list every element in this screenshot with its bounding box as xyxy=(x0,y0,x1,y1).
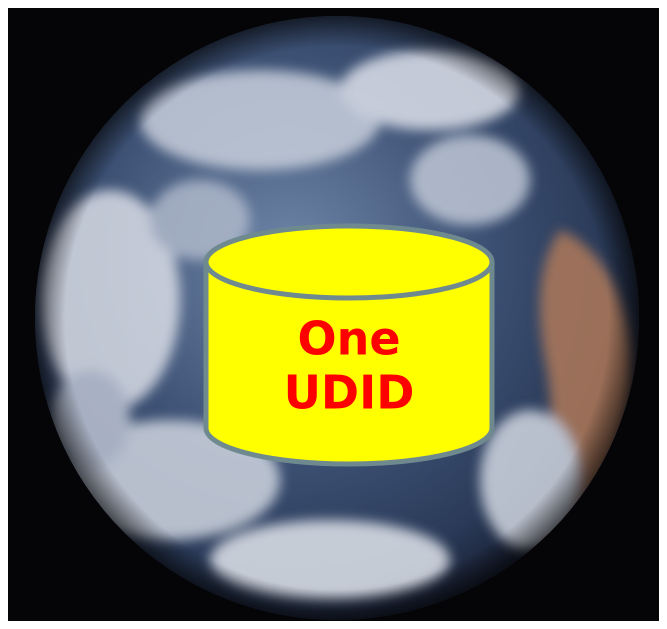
database-cylinder xyxy=(203,223,495,467)
label-line: UDID xyxy=(284,366,415,420)
label-line: One xyxy=(297,312,400,366)
